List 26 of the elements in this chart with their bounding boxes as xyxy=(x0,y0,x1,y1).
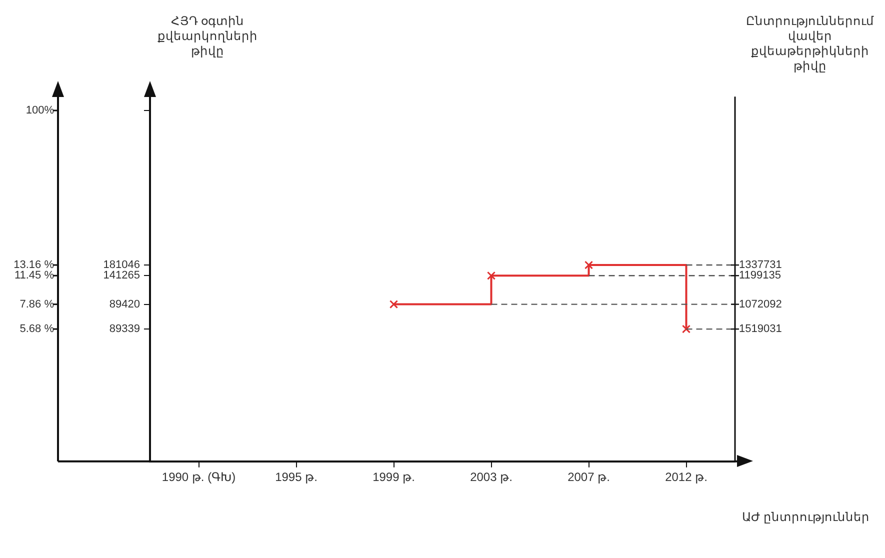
x-tick-label: 2012 թ. xyxy=(665,470,708,484)
point xyxy=(389,300,398,309)
y-tick-label: 13.16 % xyxy=(14,259,54,272)
point xyxy=(682,324,691,334)
text: 1519031 xyxy=(739,323,782,336)
y-tick-label: 7.86 % xyxy=(20,298,54,310)
x-tick-label: 2003 թ. xyxy=(470,470,512,484)
x-tick-label: 2007 թ. xyxy=(568,470,610,484)
y-axis-title: ՀՅԴ օգտին քվեարկողների թիվը xyxy=(156,14,258,59)
point xyxy=(584,260,594,270)
y-tick-label: 100% xyxy=(26,104,54,117)
text: 141265 xyxy=(103,270,140,282)
text: 1072092 xyxy=(739,298,782,310)
x-axis-title: ԱԺ ընտրություններ xyxy=(742,510,870,525)
text: 1337731 xyxy=(739,259,782,272)
text: 89420 xyxy=(109,298,140,310)
x-tick-label: 1999 թ. xyxy=(372,470,415,484)
text: 181046 xyxy=(103,259,140,272)
text: 1199135 xyxy=(739,270,782,282)
y2-axis-title: Ընտրություններում վավեր քվեաթերթիկների թիվը xyxy=(745,14,875,74)
y-tick-label: 11.45 % xyxy=(14,270,54,282)
y-tick-label: 5.68 % xyxy=(20,323,54,336)
text: 89339 xyxy=(109,323,140,336)
point xyxy=(486,271,496,280)
x-tick-label: 1990 թ. (ԳԽ) xyxy=(162,470,236,484)
x-tick-label: 1995 թ. xyxy=(275,470,318,484)
